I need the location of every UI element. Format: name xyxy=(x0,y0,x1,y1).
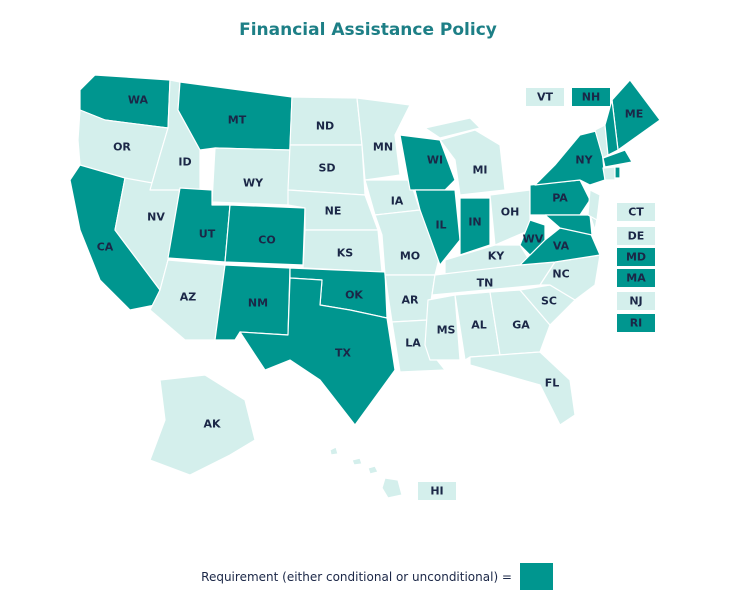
state-label: HI xyxy=(430,485,443,498)
state-label: RI xyxy=(630,317,643,330)
state-label: NJ xyxy=(629,295,642,308)
state-shape xyxy=(519,219,546,256)
state-label: MS xyxy=(437,324,456,337)
state-shape xyxy=(602,149,633,168)
state-label: AR xyxy=(402,294,420,307)
state-shape xyxy=(399,134,456,191)
state-label: KY xyxy=(488,250,506,263)
state-label: AZ xyxy=(180,291,197,304)
state-label-box xyxy=(418,482,456,500)
legend-swatch xyxy=(520,563,553,590)
state-label: IL xyxy=(435,219,446,232)
state-label-box xyxy=(617,269,655,287)
state-label: AL xyxy=(471,319,487,332)
state-label: NM xyxy=(248,297,268,310)
state-label: VT xyxy=(537,91,554,104)
state-label-box xyxy=(617,292,655,310)
state-shape xyxy=(534,129,606,186)
state-shape xyxy=(329,446,339,456)
state-label: DE xyxy=(628,230,645,243)
state-shape xyxy=(239,277,396,426)
state-label: CO xyxy=(258,234,275,247)
state-label: CT xyxy=(628,206,644,219)
state-label: NH xyxy=(582,91,600,104)
state-shape xyxy=(469,351,576,426)
state-label-box xyxy=(572,88,610,106)
state-label: VA xyxy=(553,240,570,253)
state-label: ME xyxy=(625,108,643,121)
state-shape xyxy=(614,166,621,179)
state-label: ID xyxy=(178,156,191,169)
state-shape xyxy=(544,214,593,236)
state-label: IA xyxy=(391,195,404,208)
state-label: PA xyxy=(552,192,568,205)
state-label: WY xyxy=(243,177,264,190)
state-label: MO xyxy=(400,250,420,263)
state-label: SD xyxy=(318,162,335,175)
state-label: MI xyxy=(472,164,487,177)
state-shape xyxy=(381,477,403,499)
state-shape xyxy=(587,189,601,221)
state-shape xyxy=(367,465,379,475)
state-label: SC xyxy=(541,295,557,308)
legend-label: Requirement (either conditional or uncon… xyxy=(201,570,512,584)
state-label: NY xyxy=(575,154,593,167)
state-label-box xyxy=(617,314,655,332)
state-label: TN xyxy=(477,277,494,290)
state-shape xyxy=(414,189,461,266)
state-label-box xyxy=(526,88,564,106)
state-label: WV xyxy=(523,233,544,246)
state-shape xyxy=(149,374,256,476)
state-label: FL xyxy=(545,377,560,390)
state-label: WI xyxy=(427,154,443,167)
state-label: OH xyxy=(501,206,520,219)
state-label: MN xyxy=(373,141,393,154)
state-label: OK xyxy=(345,289,363,302)
state-label-box xyxy=(617,248,655,266)
state-label: WA xyxy=(128,94,149,107)
state-label: TX xyxy=(335,347,352,360)
state-label: KS xyxy=(337,247,354,260)
state-label: UT xyxy=(199,228,216,241)
state-shape xyxy=(604,99,619,156)
state-shape xyxy=(489,289,551,356)
state-label-box xyxy=(617,203,655,221)
state-label: OR xyxy=(113,141,131,154)
state-label: GA xyxy=(512,319,530,332)
state-label: MD xyxy=(626,251,646,264)
state-label: LA xyxy=(405,337,421,350)
state-shape xyxy=(351,457,363,466)
state-label: IN xyxy=(468,216,481,229)
state-label: NC xyxy=(552,268,569,281)
map-title: Financial Assistance Policy xyxy=(239,20,497,40)
state-shape xyxy=(459,197,491,256)
state-label: MT xyxy=(228,114,247,127)
state-label-box xyxy=(617,227,655,245)
state-label: ND xyxy=(316,120,334,133)
state-shape xyxy=(439,129,506,196)
state-shape xyxy=(356,97,411,181)
state-shape xyxy=(424,117,481,139)
state-label: AK xyxy=(203,418,221,431)
state-shape xyxy=(602,166,616,181)
state-label: MA xyxy=(626,272,646,285)
state-label: CA xyxy=(97,241,114,254)
state-label: NV xyxy=(147,211,165,224)
state-label: NE xyxy=(325,205,342,218)
state-shape xyxy=(424,294,461,361)
